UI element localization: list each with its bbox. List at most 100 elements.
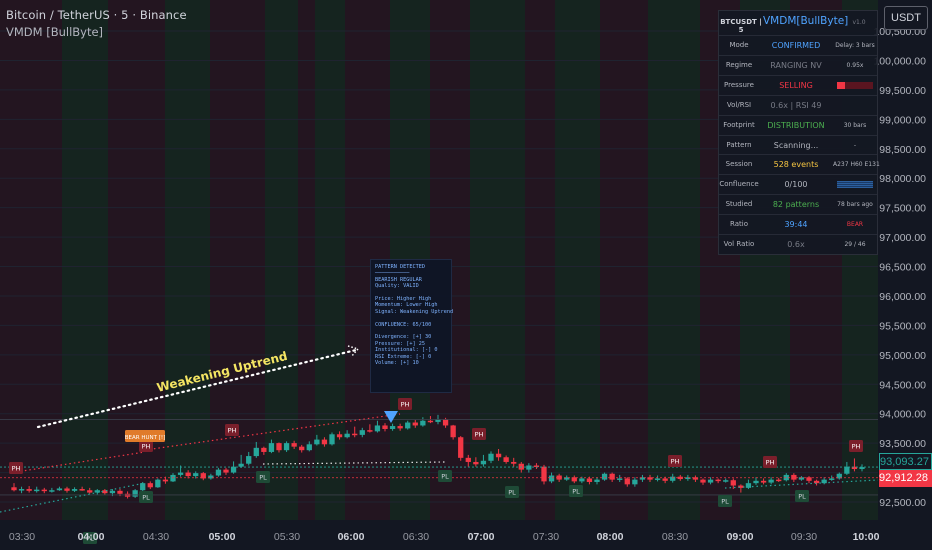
dashboard-extra: 0.95x [846,61,864,69]
dashboard-row: Studied 82 patterns 78 bars ago [719,194,877,215]
dashboard-extra: 29 / 46 [844,241,866,248]
candle-body [442,418,449,426]
x-axis-tick: 08:30 [662,531,688,543]
x-axis-tick: 06:00 [338,531,365,543]
candle-body [465,457,471,462]
regime-band [0,0,62,520]
candle-body [306,444,312,451]
dashboard-row: Regime RANGING NV 0.95x [719,54,877,76]
dashboard-key: Footprint [723,120,755,129]
candle-body [193,473,199,477]
dashboard-value: SELLING [779,80,813,90]
candle-body [632,479,638,485]
candle-body [268,443,275,452]
candle-body [813,480,820,484]
tooltip-line: Institutional: [-] 0 [375,347,438,354]
candle-body [503,457,509,462]
dashboard-value: Scanning... [773,140,819,150]
divergence-line-green [724,479,879,489]
x-axis-tick: 05:00 [209,531,236,543]
candle-body [374,425,381,432]
confluence-bar [837,181,873,189]
candle-body [738,485,744,488]
candle-body [579,478,585,482]
pivot-high-label: PH [852,443,861,451]
candle-body [94,490,100,493]
divergence-line-white [262,461,446,465]
dashboard-value: DISTRIBUTION [767,120,825,130]
dashboard-value: 0.6x | RSI 49 [770,100,822,110]
candle-body [34,489,40,492]
candle-body [564,477,570,480]
tooltip-line: ─────────── [375,270,410,277]
candle-body [64,488,70,491]
indicator-dashboard: BTCUSDT | 5 VMDM[BullByte] v1.0 Mode CONF… [718,10,880,255]
candle-body [851,466,858,470]
x-axis-tick: 05:30 [274,531,300,543]
candle-body [230,466,237,473]
candle-body [480,460,487,465]
candle-body [670,476,676,481]
pivot-low-label: PL [508,489,516,497]
candle-body [533,465,540,467]
pivot-high-tag [763,456,777,468]
regime-band [265,0,298,520]
y-axis-tick: 94,500.00 [879,379,926,391]
dashboard-header: BTCUSDT | 5 VMDM[BullByte] v1.0 [719,11,877,35]
y-axis-tick: 94,000.00 [879,409,926,421]
indicator-title[interactable]: VMDM [BullByte] [6,25,104,39]
candle-body [367,430,373,432]
candle-body [18,489,25,491]
dashboard-key: Confluence [719,180,759,189]
candle-body [389,426,396,429]
candle-body [715,479,721,482]
pivot-high-tag [225,424,239,436]
x-axis-tick: 09:00 [727,531,754,543]
dashboard-value: RANGING NV [770,60,822,70]
regime-band [165,0,210,520]
bearish-signal-marker [384,411,398,423]
candle-body [760,480,767,483]
y-axis-tick: 99,000.00 [879,114,926,126]
candle-body [177,472,184,475]
pressure-bar [837,81,873,89]
symbol-title[interactable]: Bitcoin / TetherUS · 5 · Binance [6,8,187,22]
regime-band [470,0,525,520]
pivot-low-label: PL [441,473,449,481]
candle-body [344,433,350,438]
y-axis-tick: 97,500.00 [879,203,926,215]
candle-body [700,479,706,483]
pivot-low-label: PL [142,494,150,502]
pivot-high-label: PH [12,465,21,473]
candle-body [140,483,146,491]
candle-body [147,483,153,488]
candle-body [208,475,214,479]
candle-body [624,478,630,485]
regime-band [62,0,108,520]
pivot-high-label: PH [766,459,775,467]
candle-body [458,437,464,458]
dashboard-key: Regime [725,60,753,69]
x-axis-tick: 04:00 [78,531,105,543]
candle-body [586,478,593,482]
candle-body [238,463,244,467]
candle-body [435,418,441,422]
pivot-low-tag [83,532,97,544]
tooltip-line: Divergence: [+] 30 [375,334,432,341]
candle-body [844,466,850,474]
x-axis-tick: 08:00 [597,531,624,543]
pivot-high-tag [398,398,412,410]
currency-button[interactable]: USDT [884,6,928,30]
dashboard-version: v1.0 [852,19,866,26]
pivot-low-tag [256,471,270,483]
pivot-high-label: PH [475,431,484,439]
dashboard-row: Ratio 39:44 BEAR [719,214,877,235]
candle-body [49,490,55,492]
dashboard-value: 528 events [773,160,819,170]
candle-body [609,473,615,480]
candle-body [806,477,812,481]
dashboard-value: 0.6x [787,240,805,249]
regime-band [525,0,555,520]
tooltip-line: Signal: Weakening Uptrend [375,308,454,315]
